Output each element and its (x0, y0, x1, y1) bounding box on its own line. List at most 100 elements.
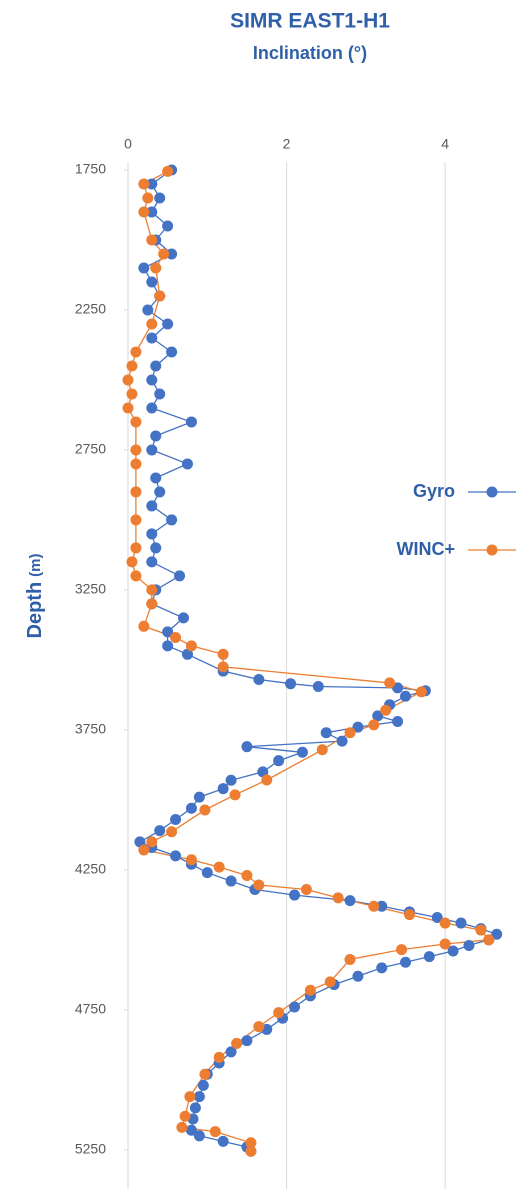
data-point (345, 895, 356, 906)
y-tick-label: 3250 (75, 581, 106, 597)
data-point (142, 304, 153, 315)
legend-label: Gyro (413, 481, 455, 501)
data-point (170, 850, 181, 861)
data-point (146, 598, 157, 609)
data-point (162, 166, 173, 177)
data-point (456, 918, 467, 929)
data-point (126, 388, 137, 399)
data-point (138, 206, 149, 217)
x-tick-label: 2 (283, 136, 291, 152)
data-point (178, 612, 189, 623)
data-point (166, 514, 177, 525)
data-point (146, 374, 157, 385)
data-point (313, 681, 324, 692)
data-point (154, 290, 165, 301)
data-point (146, 528, 157, 539)
data-point (176, 1122, 187, 1133)
data-point (317, 744, 328, 755)
data-point (130, 486, 141, 497)
legend-marker (487, 487, 498, 498)
data-point (289, 890, 300, 901)
data-point (170, 632, 181, 643)
data-point (150, 430, 161, 441)
data-point (182, 458, 193, 469)
series-line (140, 170, 497, 1151)
data-point (146, 556, 157, 567)
data-point (404, 909, 415, 920)
data-point (253, 674, 264, 685)
data-point (150, 360, 161, 371)
data-point (380, 705, 391, 716)
data-point (154, 192, 165, 203)
data-point (142, 192, 153, 203)
data-point (273, 755, 284, 766)
data-point (130, 458, 141, 469)
chart: SIMR EAST1-H1 Inclination (°) Depth(m) 0… (0, 0, 526, 1194)
data-point (162, 640, 173, 651)
data-point (162, 220, 173, 231)
data-point (202, 867, 213, 878)
y-label-text: Depth (24, 582, 46, 639)
data-point (186, 640, 197, 651)
data-point (245, 1146, 256, 1157)
data-point (199, 804, 210, 815)
data-point (194, 1130, 205, 1141)
y-tick-label: 2250 (75, 301, 106, 317)
data-point (289, 1002, 300, 1013)
data-point (226, 775, 237, 786)
data-point (396, 944, 407, 955)
data-point (186, 803, 197, 814)
data-point (146, 332, 157, 343)
data-point (424, 951, 435, 962)
data-point (253, 879, 264, 890)
data-point (285, 678, 296, 689)
data-point (199, 1069, 210, 1080)
data-point (218, 783, 229, 794)
data-point (345, 727, 356, 738)
data-point (368, 719, 379, 730)
data-point (123, 374, 134, 385)
data-point (273, 1007, 284, 1018)
data-point (261, 775, 272, 786)
data-point (190, 1102, 201, 1113)
data-point (416, 686, 427, 697)
chart-title: SIMR EAST1-H1 (230, 10, 390, 33)
data-point (126, 556, 137, 567)
data-point (158, 248, 169, 259)
data-point (130, 570, 141, 581)
y-tick-label: 4250 (75, 861, 106, 877)
data-point (368, 901, 379, 912)
data-point (180, 1111, 191, 1122)
data-point (146, 234, 157, 245)
y-tick-label: 4750 (75, 1001, 106, 1017)
data-point (345, 954, 356, 965)
data-point (218, 649, 229, 660)
data-point (130, 346, 141, 357)
data-point (463, 940, 474, 951)
data-point (333, 892, 344, 903)
data-point (126, 360, 137, 371)
data-point (138, 621, 149, 632)
data-point (297, 747, 308, 758)
y-axis-label: Depth(m) (24, 553, 46, 638)
data-point (130, 416, 141, 427)
data-point (400, 957, 411, 968)
data-point (184, 1091, 195, 1102)
legend-marker (487, 545, 498, 556)
data-point (130, 542, 141, 553)
data-point (231, 1038, 242, 1049)
data-point (210, 1126, 221, 1137)
data-point (154, 486, 165, 497)
data-point (146, 402, 157, 413)
data-point (214, 862, 225, 873)
data-point (241, 1035, 252, 1046)
data-point (253, 1021, 264, 1032)
data-point (166, 826, 177, 837)
data-point (198, 1080, 209, 1091)
data-point (392, 716, 403, 727)
data-point (154, 825, 165, 836)
data-point (194, 1091, 205, 1102)
data-point (230, 789, 241, 800)
data-point (138, 844, 149, 855)
